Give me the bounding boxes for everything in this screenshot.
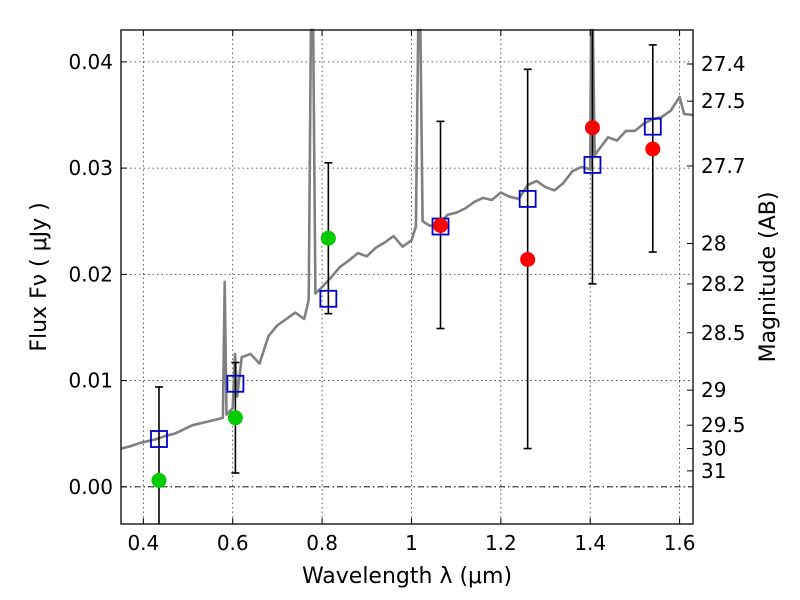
model-square-point xyxy=(150,430,168,448)
red-upper-limit-point xyxy=(520,251,536,267)
magnitude-tick-label: 29.5 xyxy=(701,413,746,437)
magnitude-tick-label: 27.5 xyxy=(701,89,746,113)
red-upper-limit-point xyxy=(433,217,449,233)
x-tick-label: 0.4 xyxy=(127,531,159,555)
right-axis-label: Magnitude (AB) xyxy=(756,192,781,363)
red-upper-limit-point xyxy=(584,120,600,136)
magnitude-tick-label: 30 xyxy=(701,437,726,461)
x-axis-label: Wavelength λ (μm) xyxy=(302,564,512,589)
x-tick-label: 1.4 xyxy=(574,531,606,555)
magnitude-tick-label: 29 xyxy=(701,378,726,402)
y-tick-label: 0.01 xyxy=(68,369,113,393)
magnitude-tick-label: 28.2 xyxy=(701,272,746,296)
grid xyxy=(121,30,693,524)
green-detection-point xyxy=(227,410,243,426)
model-square-point xyxy=(226,374,245,393)
model-square-point xyxy=(518,190,537,208)
magnitude-tick-label: 27.4 xyxy=(701,52,746,76)
red-upper-limit-point xyxy=(645,141,661,157)
y-tick-label: 0.04 xyxy=(68,50,113,74)
magnitude-tick-label: 31 xyxy=(701,459,726,483)
x-tick-label: 0.6 xyxy=(217,531,249,555)
x-tick-label: 0.8 xyxy=(306,531,338,555)
x-tick-label: 1.2 xyxy=(485,531,517,555)
observed-points xyxy=(151,120,661,488)
error-bars xyxy=(154,30,657,524)
y-tick-label: 0.03 xyxy=(68,156,113,180)
magnitude-tick-label: 28 xyxy=(701,232,726,256)
y-axis-label: Flux Fν ( μJy ) xyxy=(27,202,52,351)
magnitude-tick-label: 27.7 xyxy=(701,154,746,178)
plot-frame xyxy=(120,29,694,525)
model-spectrum xyxy=(120,28,694,450)
magnitude-tick-label: 28.5 xyxy=(701,321,746,345)
y-tick-label: 0.02 xyxy=(68,262,113,286)
axis-ticks: 0.4 0.6 0.8 1 1.2 1.4 1.6 0.00 0.01 0.02 0.03 0.04 2… xyxy=(68,30,746,555)
model-square-point xyxy=(319,289,338,308)
y-tick-label: 0.00 xyxy=(68,475,113,499)
model-square-point xyxy=(583,156,602,174)
x-tick-label: 1 xyxy=(405,531,418,555)
model-square-point xyxy=(643,117,662,136)
green-detection-point xyxy=(151,472,167,488)
x-tick-label: 1.6 xyxy=(664,531,696,555)
spectrum-line xyxy=(120,28,694,450)
green-detection-point xyxy=(320,230,336,246)
